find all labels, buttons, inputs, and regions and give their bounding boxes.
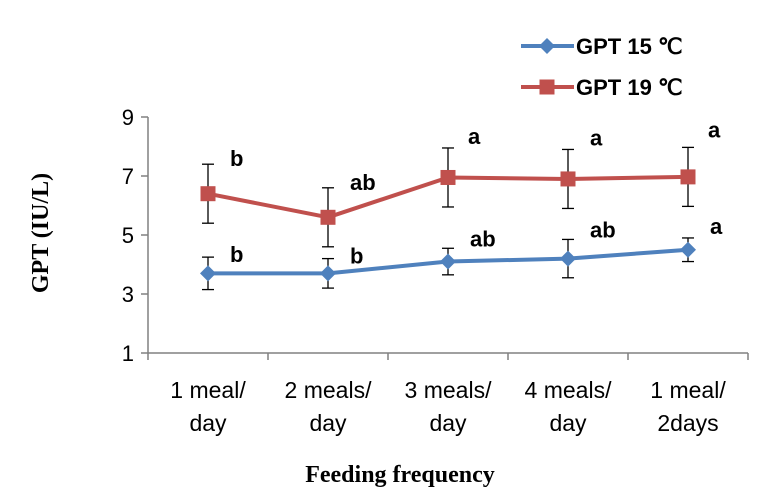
gpt19-data-point bbox=[200, 186, 216, 202]
legend: GPT 15 ℃ GPT 19 ℃ bbox=[521, 34, 683, 100]
gpt15-data-point bbox=[680, 241, 696, 258]
gpt19-data-point bbox=[560, 171, 576, 187]
gpt15-data-point bbox=[200, 265, 216, 282]
gpt15-significance-label: a bbox=[710, 214, 723, 239]
y-tick-label: 3 bbox=[122, 282, 134, 307]
gpt19-data-point bbox=[680, 169, 696, 185]
y-tick-label: 5 bbox=[122, 223, 134, 248]
x-category-label-line: 1 meal/ bbox=[650, 377, 726, 403]
data-markers bbox=[200, 169, 696, 282]
gpt19-significance-label: a bbox=[468, 124, 481, 149]
x-category-label-line: 4 meals/ bbox=[525, 377, 613, 403]
gpt15-data-point bbox=[440, 253, 456, 270]
x-category-label: 3 meals/day bbox=[405, 377, 493, 436]
x-category-label-line: 3 meals/ bbox=[405, 377, 493, 403]
x-category-label-line: day bbox=[189, 410, 227, 436]
gpt19-legend-label: GPT 19 ℃ bbox=[576, 75, 683, 100]
x-category-label-line: 2days bbox=[657, 410, 718, 436]
gpt15-legend-marker bbox=[539, 38, 555, 54]
y-axis-label: GPT (IU/L) bbox=[28, 173, 54, 293]
gpt19-data-point bbox=[440, 169, 456, 185]
x-category-label: 1 meal/2days bbox=[650, 377, 726, 436]
gpt15-data-point bbox=[320, 265, 336, 282]
gpt15-significance-label: b bbox=[350, 244, 363, 269]
x-axis-label: Feeding frequency bbox=[305, 462, 495, 488]
gpt19-significance-label: a bbox=[590, 125, 603, 150]
x-category-label-line: day bbox=[429, 410, 467, 436]
x-category-label: 2 meals/day bbox=[285, 377, 373, 436]
gpt15-data-point bbox=[560, 250, 576, 267]
y-tick-label: 9 bbox=[122, 105, 134, 130]
x-category-label-line: day bbox=[309, 410, 347, 436]
gpt19-data-point bbox=[320, 209, 336, 225]
y-tick-label: 7 bbox=[122, 164, 134, 189]
gpt15-significance-label: ab bbox=[470, 226, 496, 251]
gpt15-significance-label: ab bbox=[590, 217, 616, 242]
x-category-label-line: 1 meal/ bbox=[170, 377, 246, 403]
gpt15-significance-label: b bbox=[230, 242, 243, 267]
x-category-label: 4 meals/day bbox=[525, 377, 613, 436]
x-category-label: 1 meal/day bbox=[170, 377, 246, 436]
x-category-label-line: day bbox=[549, 410, 587, 436]
gpt19-legend-marker bbox=[539, 79, 555, 95]
gpt19-significance-label: a bbox=[708, 117, 721, 142]
gpt19-significance-label: b bbox=[230, 146, 243, 171]
x-category-label-line: 2 meals/ bbox=[285, 377, 373, 403]
gpt19-significance-label: ab bbox=[350, 170, 376, 195]
y-tick-label: 1 bbox=[122, 341, 134, 366]
gpt15-legend-label: GPT 15 ℃ bbox=[576, 34, 683, 59]
